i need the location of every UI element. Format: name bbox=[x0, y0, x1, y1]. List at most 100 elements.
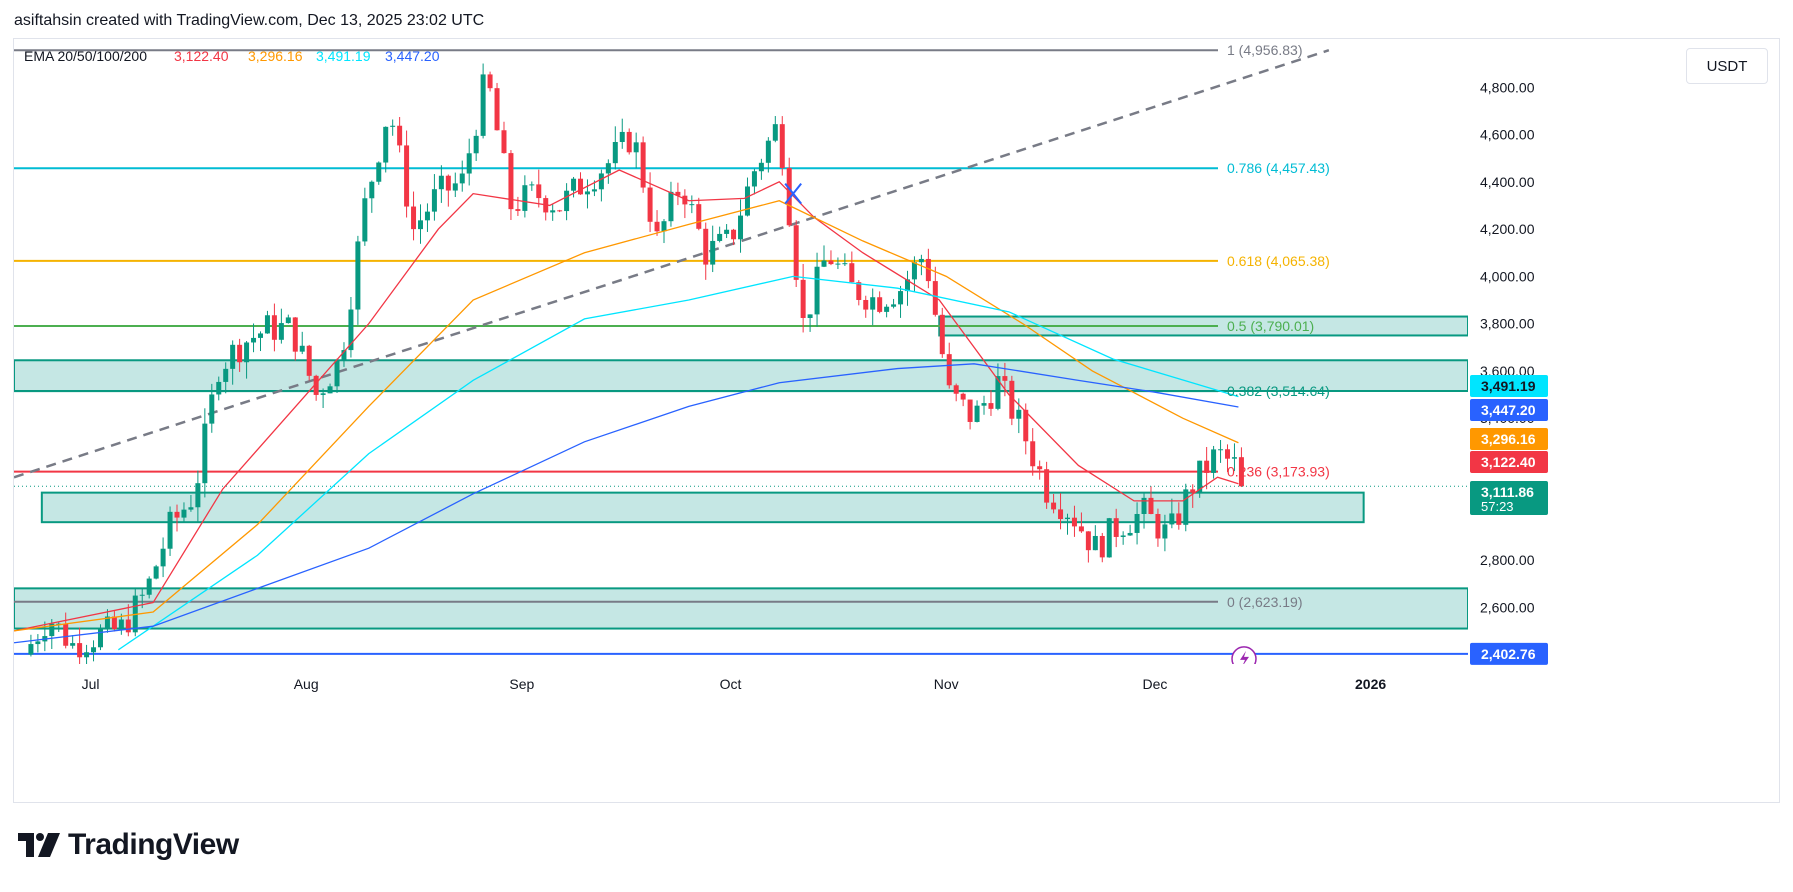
candle-body bbox=[1183, 489, 1189, 525]
candle-body bbox=[63, 623, 69, 646]
candle-body bbox=[591, 189, 597, 192]
fib-label-1: 1 (4,956.83) bbox=[1227, 42, 1303, 58]
fib-label-0.382: 0.382 (3,514.64) bbox=[1227, 383, 1330, 399]
candle-body bbox=[786, 167, 792, 226]
candle-body bbox=[619, 131, 625, 143]
y-tick-label: 4,000.00 bbox=[1480, 268, 1535, 284]
candle-body bbox=[626, 131, 632, 153]
candle-body bbox=[209, 394, 215, 424]
candle-body bbox=[285, 317, 291, 324]
ema100-line bbox=[117, 275, 1239, 651]
candle-body bbox=[1238, 457, 1244, 487]
candle-body bbox=[411, 206, 417, 230]
ema-legend-value: 3,491.19 bbox=[316, 48, 371, 64]
candle-body bbox=[835, 263, 841, 265]
candle-body bbox=[647, 187, 653, 222]
candle-body bbox=[557, 210, 563, 212]
candle-body bbox=[348, 309, 354, 351]
candle-body bbox=[195, 483, 201, 508]
currency-selector-button[interactable]: USDT bbox=[1686, 48, 1768, 84]
candle-body bbox=[772, 124, 778, 141]
candle-body bbox=[550, 210, 556, 213]
candle-body bbox=[731, 229, 737, 240]
candle-body bbox=[418, 220, 424, 230]
candle-body bbox=[849, 263, 855, 283]
candle-body bbox=[1127, 532, 1133, 536]
candle-body bbox=[501, 130, 507, 154]
candle-body bbox=[445, 175, 451, 191]
candle-body bbox=[376, 162, 382, 182]
candle-body bbox=[911, 262, 917, 280]
candle-body bbox=[814, 266, 820, 315]
y-tick-label: 4,400.00 bbox=[1480, 174, 1535, 190]
candle-body bbox=[904, 279, 910, 292]
candle-body bbox=[84, 652, 90, 658]
tradingview-logo-icon bbox=[18, 833, 60, 857]
candle-body bbox=[974, 405, 980, 422]
candle-body bbox=[174, 511, 180, 518]
candle-body bbox=[271, 315, 277, 340]
candle-body bbox=[97, 628, 103, 648]
candle-body bbox=[696, 204, 702, 229]
candle-body bbox=[522, 185, 528, 211]
candle-body bbox=[1023, 409, 1029, 442]
candle-body bbox=[988, 403, 994, 409]
price-tag-label-4: 3,111.86 bbox=[1481, 484, 1534, 500]
candle-body bbox=[703, 228, 709, 265]
candle-body bbox=[452, 183, 458, 191]
x-tick-label: Nov bbox=[934, 676, 959, 692]
candle-body bbox=[1016, 409, 1022, 419]
fib-label-0.236: 0.236 (3,173.93) bbox=[1227, 464, 1330, 480]
candle-body bbox=[1225, 449, 1231, 459]
candle-body bbox=[223, 368, 229, 382]
fib-label-0: 0 (2,623.19) bbox=[1227, 594, 1303, 610]
candle-body bbox=[682, 195, 688, 205]
candle-body bbox=[633, 142, 639, 153]
candle-body bbox=[738, 215, 744, 240]
candle-body bbox=[1106, 518, 1112, 558]
candle-body bbox=[1190, 489, 1196, 493]
candle-body bbox=[1197, 460, 1203, 493]
candle-body bbox=[1099, 535, 1105, 558]
candle-body bbox=[49, 623, 55, 637]
candle-body bbox=[494, 88, 500, 131]
candle-body bbox=[1120, 535, 1126, 537]
candle-body bbox=[244, 342, 250, 363]
ema-legend-title: EMA 20/50/100/200 bbox=[24, 48, 147, 64]
x-tick-label: Jul bbox=[82, 676, 100, 692]
candle-body bbox=[264, 315, 270, 334]
y-tick-label: 2,600.00 bbox=[1480, 599, 1535, 615]
candle-body bbox=[724, 229, 730, 234]
candle-body bbox=[1169, 513, 1175, 525]
candle-body bbox=[1141, 497, 1147, 514]
candle-body bbox=[1176, 513, 1182, 525]
ema-legend-value: 3,122.40 bbox=[174, 48, 229, 64]
candle-body bbox=[793, 225, 799, 280]
candle-body bbox=[981, 403, 987, 406]
candle-body bbox=[1002, 376, 1008, 381]
chart-pane[interactable] bbox=[13, 38, 1780, 803]
candle-body bbox=[466, 153, 472, 174]
candle-body bbox=[765, 140, 771, 163]
candle-body bbox=[1162, 524, 1168, 539]
candle-body bbox=[341, 350, 347, 361]
candle-body bbox=[1058, 509, 1064, 520]
price-tag-0 bbox=[1470, 375, 1548, 397]
candle-body bbox=[70, 643, 76, 646]
candle-body bbox=[1078, 526, 1084, 532]
ema20-line bbox=[14, 169, 1239, 632]
y-tick-label: 4,200.00 bbox=[1480, 221, 1535, 237]
candle-body bbox=[939, 314, 945, 355]
candle-body bbox=[668, 191, 674, 222]
cross-marker-icon bbox=[784, 183, 802, 205]
x-tick-label: Oct bbox=[720, 676, 742, 692]
y-tick-label: 3,600.00 bbox=[1480, 363, 1535, 379]
candle-body bbox=[327, 386, 333, 394]
candle-body bbox=[1051, 502, 1057, 510]
candle-body bbox=[125, 619, 131, 633]
candle-body bbox=[891, 304, 897, 307]
ema50-line bbox=[14, 200, 1239, 632]
support-resistance-zone-1 bbox=[14, 359, 1468, 393]
candle-body bbox=[1092, 535, 1098, 551]
